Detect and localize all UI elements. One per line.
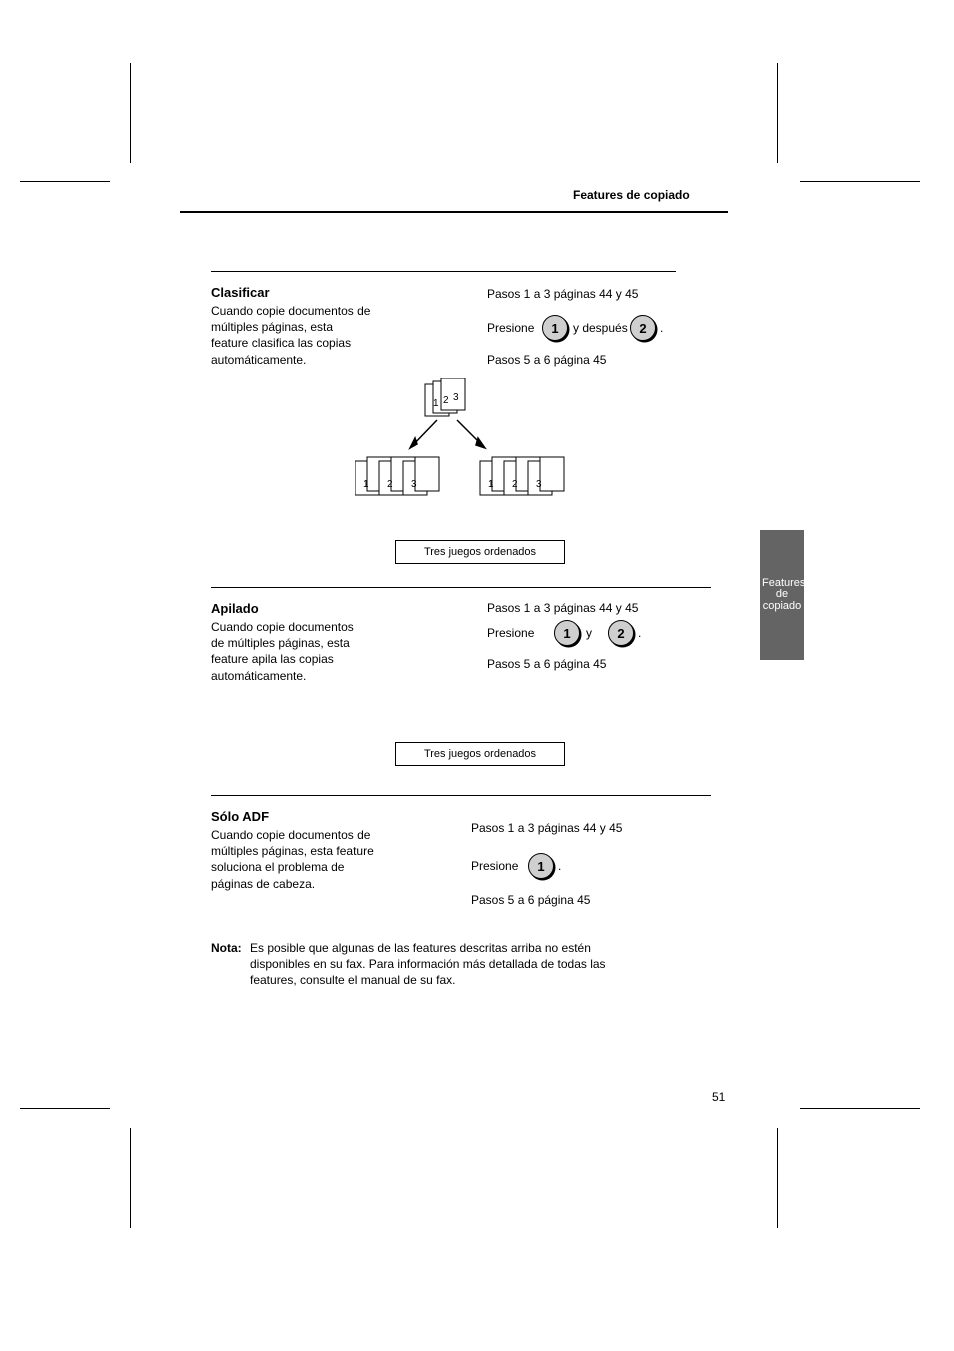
svg-text:2: 2	[512, 479, 518, 490]
section-body: Cuando copie documentos de múltiples pág…	[211, 619, 371, 684]
step-intro: Presione	[487, 320, 534, 336]
crop-mark	[20, 1108, 110, 1109]
body-line: Cuando copie documentos de	[211, 828, 370, 842]
step-intro: Presione	[471, 858, 518, 874]
step-text: Pasos 1 a 3 páginas 44 y 45	[487, 600, 638, 616]
svg-text:2: 2	[387, 479, 393, 490]
crop-mark	[777, 1128, 778, 1228]
crop-mark	[800, 1108, 920, 1109]
caption-text: Tres juegos ordenados	[424, 748, 536, 760]
step-number: 1	[563, 626, 570, 641]
crop-mark	[20, 181, 110, 182]
body-line: automáticamente.	[211, 669, 306, 683]
step-number: 2	[617, 626, 624, 641]
crop-mark	[777, 63, 778, 163]
step-circle-1: 1	[554, 620, 580, 646]
side-tab: Features de copiado	[760, 530, 804, 660]
side-tab-line: copiado	[762, 601, 802, 613]
step-number: 1	[537, 859, 544, 874]
crop-mark	[130, 1128, 131, 1228]
caption-text: Tres juegos ordenados	[424, 546, 536, 558]
crop-mark	[130, 63, 131, 163]
step-circle-1: 1	[542, 315, 568, 341]
body-line: de múltiples páginas, esta	[211, 636, 350, 650]
step-after: .	[638, 625, 641, 641]
note-body: Es posible que algunas de las features d…	[250, 940, 710, 989]
svg-text:3: 3	[453, 392, 459, 403]
step-after: .	[660, 320, 663, 336]
svg-text:3: 3	[411, 479, 417, 490]
step-intro-text: Presione	[487, 321, 534, 335]
page-header-right: Features de copiado	[573, 188, 690, 202]
step-after: .	[558, 858, 561, 874]
collate-diagram: 1 2 3 1 2 3	[355, 378, 585, 533]
svg-text:3: 3	[536, 479, 542, 490]
step-circle-2: 2	[630, 315, 656, 341]
diagram-caption: Tres juegos ordenados	[395, 540, 565, 564]
step-text: Pasos 5 a 6 página 45	[487, 656, 606, 672]
section-title-clasificar: Clasificar	[211, 284, 270, 302]
section-body: Cuando copie documentos de múltiples pág…	[211, 827, 386, 892]
diagram-caption: Tres juegos ordenados	[395, 742, 565, 766]
step-mid: y después	[573, 320, 628, 336]
step-mid: y	[586, 625, 592, 641]
header-rule	[180, 211, 728, 213]
svg-text:1: 1	[363, 479, 369, 490]
crop-mark	[800, 181, 920, 182]
svg-text:1: 1	[433, 398, 439, 409]
step-circle-1: 1	[528, 853, 554, 879]
body-line: múltiples páginas, esta feature	[211, 844, 374, 858]
step-text: Pasos 5 a 6 página 45	[487, 352, 606, 368]
step-text: Pasos 1 a 3 páginas 44 y 45	[487, 286, 638, 302]
section-divider	[211, 271, 676, 272]
section-title-adf: Sólo ADF	[211, 808, 269, 826]
page-number: 51	[712, 1090, 725, 1104]
step-text: Pasos 1 a 3 páginas 44 y 45	[471, 820, 622, 836]
body-line: feature apila las copias	[211, 652, 334, 666]
step-text: Pasos 5 a 6 página 45	[471, 892, 590, 908]
body-line: soluciona el problema de	[211, 860, 344, 874]
section-body: Cuando copie documentos de múltiples pág…	[211, 303, 371, 368]
step-intro: Presione	[487, 625, 534, 641]
step-circle-2: 2	[608, 620, 634, 646]
section-divider	[211, 795, 711, 796]
body-line: Cuando copie documentos	[211, 620, 354, 634]
step-number: 1	[551, 321, 558, 336]
manual-page: Features de copiado Features de copiado …	[0, 0, 954, 1351]
body-line: páginas de cabeza.	[211, 877, 315, 891]
step-number: 2	[639, 321, 646, 336]
svg-text:2: 2	[443, 395, 449, 406]
section-divider	[211, 587, 711, 588]
section-title-apilado: Apilado	[211, 600, 259, 618]
note-label: Nota:	[211, 940, 242, 956]
svg-text:1: 1	[488, 479, 494, 490]
